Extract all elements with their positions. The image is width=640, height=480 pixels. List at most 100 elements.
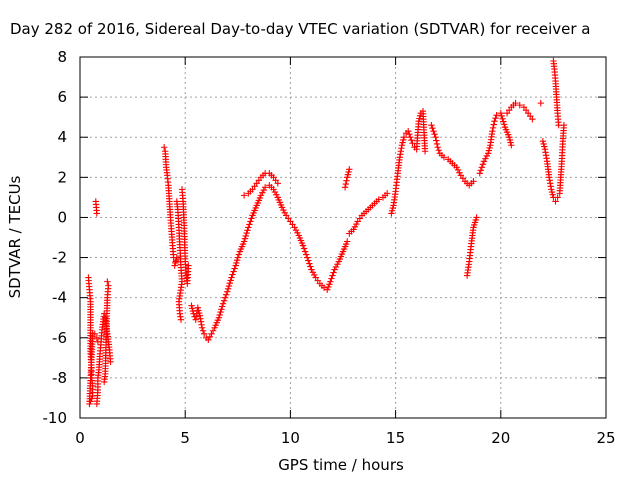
data-point [261, 184, 269, 191]
data-point [216, 311, 223, 319]
data-point [470, 178, 477, 185]
data-point [306, 260, 313, 267]
data-points [85, 57, 568, 408]
data-point [492, 114, 499, 122]
data-point [215, 314, 223, 321]
data-point [304, 254, 311, 261]
data-point [199, 327, 207, 334]
data-point [247, 218, 254, 225]
data-point [433, 137, 440, 144]
data-point [406, 131, 413, 138]
data-point [300, 245, 308, 252]
data-point [221, 294, 229, 301]
data-point [407, 134, 414, 141]
y-tick-label: 2 [57, 168, 67, 186]
y-axis-label: SDTVAR / TECUs [6, 175, 24, 298]
data-point [219, 300, 227, 307]
y-tick-label: 6 [57, 88, 67, 106]
data-point [240, 238, 248, 245]
data-point [105, 282, 112, 289]
data-point [497, 109, 504, 117]
data-point [529, 115, 536, 123]
data-point [301, 248, 309, 255]
y-tick-label: 4 [57, 128, 67, 146]
data-point [408, 137, 415, 144]
data-point [433, 140, 441, 148]
y-tick-label: -10 [43, 409, 68, 427]
data-point [400, 134, 408, 141]
data-point [500, 121, 508, 128]
x-tick-label: 20 [491, 429, 510, 447]
x-tick-label: 5 [180, 429, 190, 447]
data-point [432, 134, 439, 141]
data-point [209, 327, 217, 334]
data-point [430, 128, 437, 135]
data-point [489, 124, 497, 132]
data-point [225, 282, 233, 290]
axis-ticks: 0 5 10 15 20 25 -10 -8 -6 -4 -2 0 2 4 6 8 [43, 48, 616, 447]
y-tick-label: -4 [52, 289, 67, 307]
y-tick-label: -8 [52, 369, 67, 387]
data-point [93, 334, 101, 341]
data-point [346, 166, 353, 173]
data-point [240, 192, 248, 199]
data-point [230, 268, 237, 275]
data-point [421, 148, 429, 155]
data-point [246, 221, 253, 228]
data-point [220, 297, 228, 304]
data-point [104, 278, 111, 285]
data-point [499, 115, 506, 122]
data-point [330, 269, 337, 276]
data-point [244, 227, 251, 234]
data-point [307, 263, 314, 270]
data-point [218, 306, 225, 313]
data-point [329, 272, 336, 279]
x-tick-label: 0 [75, 429, 85, 447]
data-point [328, 275, 335, 282]
data-point [552, 198, 559, 205]
data-point [274, 180, 281, 187]
data-point [299, 242, 307, 249]
chart-title: Day 282 of 2016, Sidereal Day-to-day VTE… [10, 20, 591, 38]
data-point [516, 101, 523, 109]
y-tick-label: -2 [52, 249, 67, 267]
data-point [177, 316, 185, 323]
data-point [375, 196, 382, 203]
data-point [560, 121, 568, 129]
data-point [434, 144, 441, 151]
data-point [500, 118, 507, 125]
x-tick-label: 15 [386, 429, 405, 447]
y-tick-label: 0 [57, 208, 67, 226]
data-point [537, 99, 544, 107]
data-point [431, 131, 438, 138]
data-point [473, 214, 480, 221]
data-point [243, 229, 250, 237]
data-point [489, 128, 496, 135]
data-point [342, 180, 350, 188]
data-point [440, 154, 448, 161]
data-point [91, 330, 98, 337]
data-point [171, 262, 178, 269]
data-point [235, 251, 243, 258]
data-point [245, 224, 252, 231]
data-point [477, 167, 485, 174]
data-point [405, 128, 412, 135]
data-point [107, 358, 114, 366]
data-point [185, 262, 192, 269]
data-point [343, 177, 350, 184]
data-point [428, 121, 435, 129]
data-point [226, 280, 234, 287]
data-point [219, 303, 226, 310]
x-tick-label: 25 [596, 429, 615, 447]
data-point [478, 164, 486, 171]
data-point [305, 257, 312, 264]
data-point [435, 147, 442, 154]
data-point [476, 170, 483, 177]
x-axis-label: GPS time / hours [278, 456, 404, 474]
data-point [248, 215, 255, 222]
data-point [429, 124, 436, 132]
data-point [228, 274, 235, 281]
data-point [383, 190, 391, 197]
data-point [217, 308, 224, 316]
plot-frame [79, 56, 607, 419]
